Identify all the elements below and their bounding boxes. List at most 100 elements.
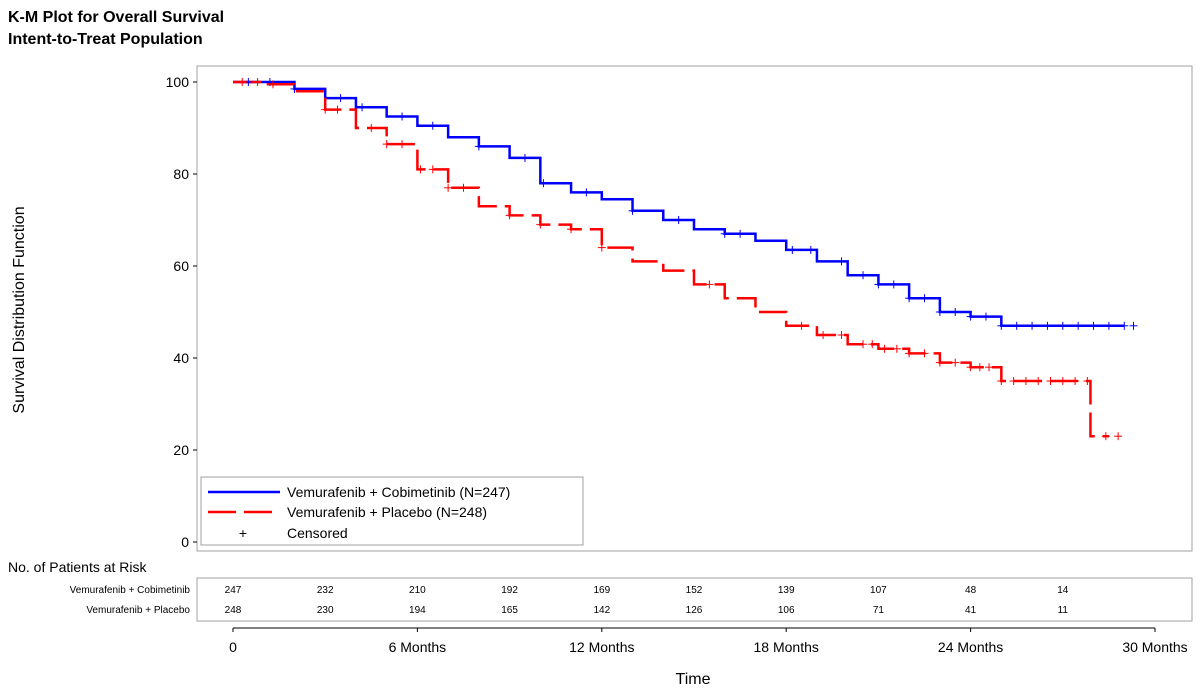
risk-value: 107	[870, 585, 887, 596]
risk-value: 71	[873, 605, 885, 616]
x-tick-label: 24 Months	[938, 639, 1003, 655]
series-layer	[233, 80, 1125, 438]
censor-mark	[367, 124, 376, 132]
censor-mark	[536, 220, 545, 229]
censor-mark	[1089, 321, 1098, 330]
censor-mark	[1101, 432, 1110, 441]
censor-mark	[567, 225, 576, 234]
risk-value: 48	[965, 585, 977, 596]
risk-value: 247	[225, 585, 242, 596]
risk-row-label-cobimetinib: Vemurafenib + Cobimetinib	[70, 585, 191, 596]
censor-mark	[321, 105, 330, 114]
censor-mark	[935, 358, 944, 367]
censor-mark	[819, 331, 828, 339]
censor-mark	[788, 245, 797, 254]
y-axis: 0 20 40 60 80 100	[166, 74, 197, 550]
censor-mark	[997, 377, 1006, 385]
censor-mark	[874, 280, 883, 289]
censor-mark	[935, 308, 944, 316]
chart-subtitle: Intent-to-Treat Population	[8, 31, 203, 48]
censor-mark	[520, 153, 529, 162]
censor-mark	[1028, 321, 1037, 330]
y-tick-label: 40	[173, 350, 189, 366]
censor-mark	[628, 206, 637, 215]
risk-value: 194	[409, 605, 426, 616]
x-tick-label: 12 Months	[569, 639, 634, 655]
risk-value: 41	[965, 605, 977, 616]
y-axis-label: Survival Distribution Function	[11, 206, 28, 413]
censor-mark	[997, 321, 1006, 330]
censor-mark	[985, 363, 994, 372]
censor-mark	[1012, 321, 1021, 330]
censor-mark	[428, 165, 437, 174]
censor-mark	[951, 358, 960, 367]
censor-mark	[1058, 321, 1067, 330]
legend-label-censored: Censored	[287, 525, 348, 541]
risk-value: 11	[1058, 605, 1069, 616]
censor-mark	[837, 257, 846, 266]
km-curve-placebo	[233, 80, 1109, 438]
censored-symbol-icon: +	[239, 525, 247, 541]
censor-mark	[398, 140, 407, 149]
censor-mark	[1046, 377, 1055, 385]
y-tick-label: 80	[173, 166, 189, 182]
censor-mark	[444, 183, 453, 192]
censor-mark	[868, 340, 877, 349]
risk-value: 248	[225, 605, 242, 616]
censor-mark	[674, 216, 683, 224]
censor-mark	[597, 243, 606, 252]
x-tick-label: 18 Months	[754, 639, 819, 655]
censor-mark	[358, 103, 367, 112]
censor-mark	[268, 80, 277, 89]
censor-mark	[705, 280, 714, 289]
censor-mark	[582, 188, 591, 197]
censor-mark	[720, 229, 729, 238]
legend: Vemurafenib + Cobimetinib (N=247) Vemura…	[200, 476, 584, 546]
risk-value: 210	[409, 585, 426, 596]
risk-value: 165	[501, 605, 518, 616]
censor-mark	[1043, 321, 1052, 330]
chart-title: K-M Plot for Overall Survival	[8, 9, 224, 26]
censor-mark	[920, 349, 929, 358]
censor-mark	[428, 121, 437, 130]
y-tick-label: 100	[166, 74, 190, 90]
censor-mark	[951, 308, 960, 316]
censor-mark	[806, 245, 815, 254]
censor-mark	[920, 294, 929, 303]
x-tick-label: 0	[229, 639, 237, 655]
risk-value: 139	[778, 585, 795, 596]
censor-mark	[505, 211, 514, 220]
risk-row-label-placebo: Vemurafenib + Placebo	[86, 605, 190, 616]
y-tick-label: 0	[181, 534, 189, 550]
risk-value: 152	[686, 585, 703, 596]
censor-mark	[1114, 432, 1123, 441]
risk-value: 14	[1057, 585, 1069, 596]
x-axis-label: Time	[676, 671, 711, 688]
censor-mark	[1034, 377, 1043, 385]
censor-mark	[736, 229, 745, 238]
risk-value: 169	[593, 585, 610, 596]
censor-mark	[416, 165, 425, 174]
y-tick-label: 60	[173, 258, 189, 274]
censor-mark	[981, 312, 990, 321]
censor-mark	[539, 179, 548, 188]
risk-value: 106	[778, 605, 795, 616]
censor-mark	[1021, 377, 1030, 385]
censor-mark	[1009, 377, 1018, 385]
censor-mark	[837, 331, 846, 339]
censor-mark	[1071, 377, 1080, 385]
censor-mark	[238, 78, 247, 86]
legend-label-placebo: Vemurafenib + Placebo (N=248)	[287, 504, 487, 520]
censor-mark	[859, 340, 868, 349]
risk-table-header: No. of Patients at Risk	[8, 559, 148, 575]
censor-mark	[975, 363, 984, 372]
censor-mark	[336, 94, 345, 103]
censor-mark	[1058, 377, 1067, 385]
censor-mark	[905, 294, 914, 303]
risk-value: 230	[317, 605, 334, 616]
x-tick-label: 6 Months	[389, 639, 447, 655]
censor-mark	[459, 183, 468, 192]
censor-layer	[238, 78, 1138, 441]
